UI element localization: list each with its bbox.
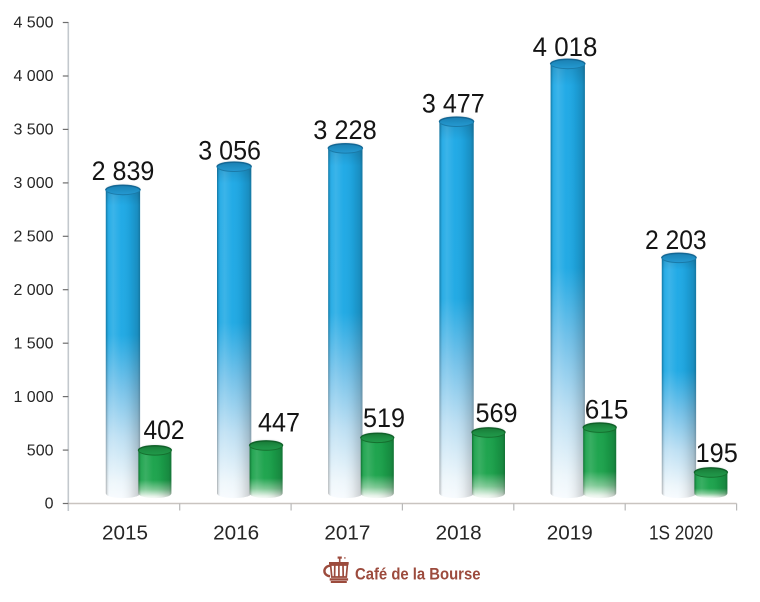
svg-text:1S 2020: 1S 2020 (649, 522, 713, 544)
svg-text:3 500: 3 500 (13, 122, 53, 139)
svg-text:569: 569 (476, 398, 518, 428)
svg-text:195: 195 (696, 438, 738, 468)
svg-text:519: 519 (363, 403, 405, 433)
svg-text:1 000: 1 000 (13, 389, 53, 406)
svg-text:2019: 2019 (547, 522, 593, 544)
svg-text:4 000: 4 000 (13, 68, 53, 85)
svg-text:0: 0 (45, 496, 54, 513)
svg-text:402: 402 (144, 415, 185, 445)
svg-text:3 056: 3 056 (198, 135, 261, 165)
svg-text:500: 500 (27, 442, 54, 459)
svg-text:2 203: 2 203 (645, 225, 707, 255)
svg-text:3 477: 3 477 (422, 89, 485, 119)
svg-text:2016: 2016 (213, 522, 259, 544)
svg-text:1 500: 1 500 (13, 335, 53, 352)
svg-text:2017: 2017 (324, 522, 370, 544)
svg-text:Café de la Bourse: Café de la Bourse (355, 566, 481, 584)
svg-text:4 018: 4 018 (533, 32, 598, 62)
svg-text:615: 615 (585, 395, 629, 425)
svg-text:2 000: 2 000 (13, 282, 53, 299)
svg-text:2 500: 2 500 (13, 229, 53, 246)
svg-text:2018: 2018 (436, 522, 482, 544)
svg-text:2015: 2015 (102, 522, 148, 544)
svg-text:3 228: 3 228 (313, 115, 377, 145)
svg-text:447: 447 (258, 408, 300, 438)
svg-text:4 500: 4 500 (13, 15, 53, 32)
svg-text:2 839: 2 839 (92, 156, 155, 186)
svg-text:3 000: 3 000 (13, 175, 53, 192)
